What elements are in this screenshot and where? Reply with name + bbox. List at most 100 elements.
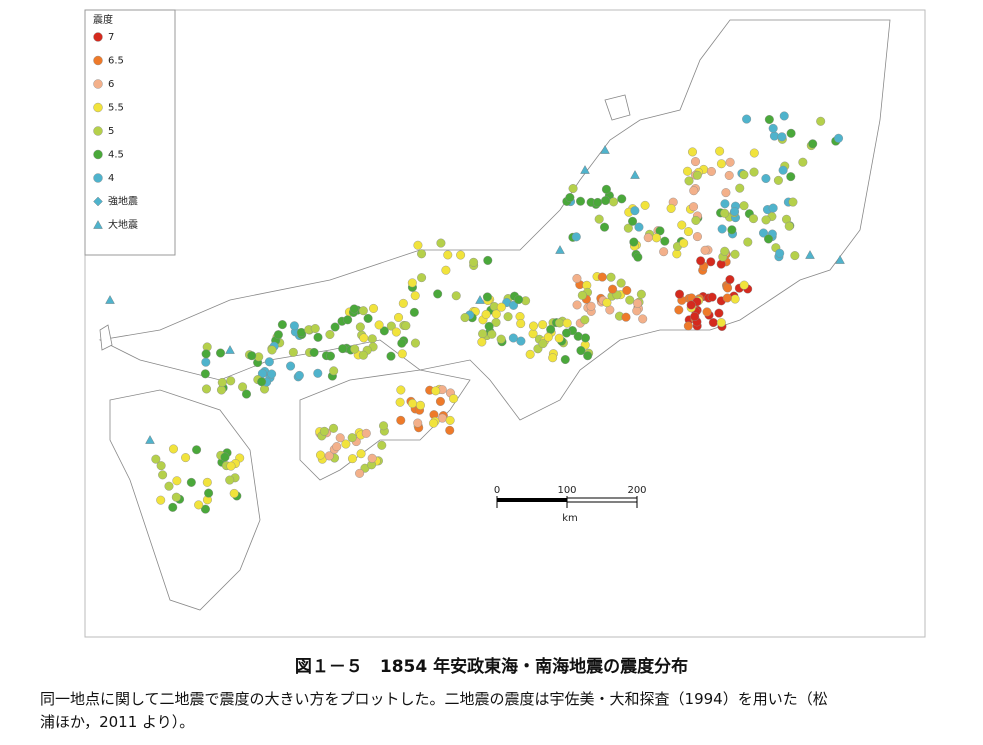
circle-marker — [201, 384, 211, 394]
circle-marker — [394, 312, 404, 322]
triangle-marker — [145, 435, 155, 444]
intensity-dots — [105, 111, 845, 514]
circle-marker — [241, 389, 251, 399]
circle-marker — [721, 188, 731, 198]
circle-marker — [727, 225, 737, 235]
circle-marker — [273, 330, 283, 340]
circle-marker — [683, 227, 693, 237]
circle-marker — [350, 344, 360, 354]
circle-marker — [633, 252, 643, 262]
circle-marker — [329, 423, 339, 433]
circle-marker — [168, 502, 178, 512]
circle-marker — [692, 170, 702, 180]
circle-marker — [294, 370, 304, 380]
circle-marker — [369, 303, 379, 313]
circle-marker — [277, 320, 287, 330]
circle-marker — [379, 421, 389, 431]
circle-marker — [749, 167, 759, 177]
circle-marker — [200, 369, 210, 379]
circle-marker — [775, 248, 785, 258]
circle-marker — [355, 322, 365, 332]
circle-marker — [643, 233, 653, 243]
circle-marker — [724, 170, 734, 180]
circle-marker — [201, 357, 211, 367]
circle-marker — [594, 214, 604, 224]
circle-marker — [456, 250, 466, 260]
circle-marker — [786, 128, 796, 138]
circle-marker — [577, 290, 587, 300]
circle-marker — [784, 221, 794, 231]
circle-marker — [325, 351, 335, 361]
triangle-marker — [600, 145, 610, 154]
circle-marker — [201, 349, 211, 359]
circle-marker — [229, 488, 239, 498]
circle-marker — [286, 361, 296, 371]
circle-marker — [666, 203, 676, 213]
circle-marker — [238, 382, 248, 392]
circle-marker — [391, 327, 401, 337]
circle-marker — [742, 114, 752, 124]
circle-marker — [706, 257, 716, 267]
circle-marker — [158, 470, 168, 480]
circle-marker — [572, 300, 582, 310]
scale-bar: 0 100 200 km — [494, 485, 647, 524]
circle-marker — [93, 32, 103, 42]
circle-marker — [367, 453, 377, 463]
circle-marker — [478, 329, 488, 339]
circle-marker — [625, 295, 635, 305]
circle-marker — [692, 232, 702, 242]
circle-marker — [779, 111, 789, 121]
circle-marker — [525, 349, 535, 359]
circle-marker — [583, 351, 593, 361]
circle-marker — [449, 394, 459, 404]
caption-line: 浦ほか，2011 より）。 — [40, 713, 195, 731]
circle-marker — [597, 272, 607, 282]
circle-marker — [172, 476, 182, 486]
circle-marker — [329, 366, 339, 376]
circle-marker — [338, 344, 348, 354]
circle-marker — [310, 324, 320, 334]
circle-marker — [503, 312, 513, 322]
circle-marker — [629, 237, 639, 247]
circle-marker — [659, 247, 669, 257]
circle-marker — [330, 322, 340, 332]
circle-marker — [684, 176, 694, 186]
circle-marker — [496, 334, 506, 344]
circle-marker — [568, 184, 578, 194]
circle-marker — [538, 320, 548, 330]
circle-marker — [688, 147, 698, 157]
circle-marker — [677, 220, 687, 230]
circle-marker — [484, 321, 494, 331]
circle-marker — [628, 216, 638, 226]
circle-marker — [451, 291, 461, 301]
circle-marker — [602, 298, 612, 308]
circle-marker — [786, 172, 796, 182]
caption-title: 図１－５ 1854 年安政東海・南海地震の震度分布 — [294, 657, 689, 677]
circle-marker — [217, 377, 227, 387]
circle-marker — [483, 255, 493, 265]
circle-marker — [401, 321, 411, 331]
circle-marker — [374, 320, 384, 330]
circle-marker — [410, 338, 420, 348]
circle-marker — [151, 454, 161, 464]
circle-marker — [367, 334, 377, 344]
circle-marker — [633, 298, 643, 308]
circle-marker — [686, 300, 696, 310]
circle-marker — [431, 386, 441, 396]
circle-marker — [397, 349, 407, 359]
circle-marker — [683, 166, 693, 176]
circle-marker — [730, 249, 740, 259]
circle-marker — [739, 201, 749, 211]
scale-tick-label: 200 — [627, 485, 646, 496]
circle-marker — [313, 368, 323, 378]
circle-marker — [674, 305, 684, 315]
circle-marker — [758, 228, 768, 238]
circle-marker — [288, 347, 298, 357]
circle-marker — [743, 237, 753, 247]
circle-marker — [773, 175, 783, 185]
circle-marker — [593, 197, 603, 207]
circle-marker — [691, 215, 701, 225]
circle-marker — [716, 159, 726, 169]
